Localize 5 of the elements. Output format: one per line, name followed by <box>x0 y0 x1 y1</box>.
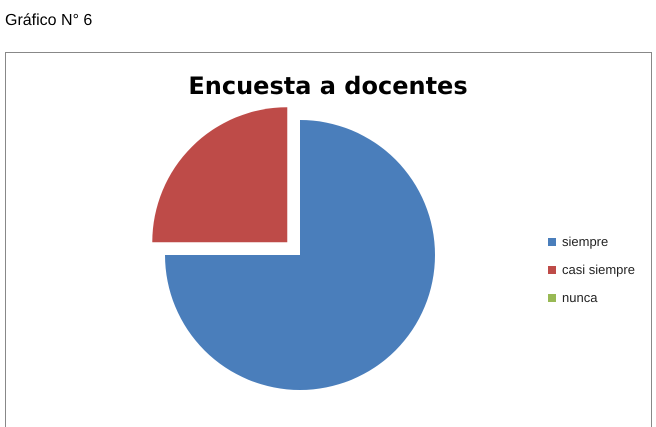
legend-label: siempre <box>562 234 608 249</box>
chart-title: Encuesta a docentes <box>188 72 468 100</box>
legend-label: nunca <box>562 290 598 305</box>
text: Gráfico N° 6 <box>5 12 92 29</box>
legend-label: casi siempre <box>562 262 635 277</box>
